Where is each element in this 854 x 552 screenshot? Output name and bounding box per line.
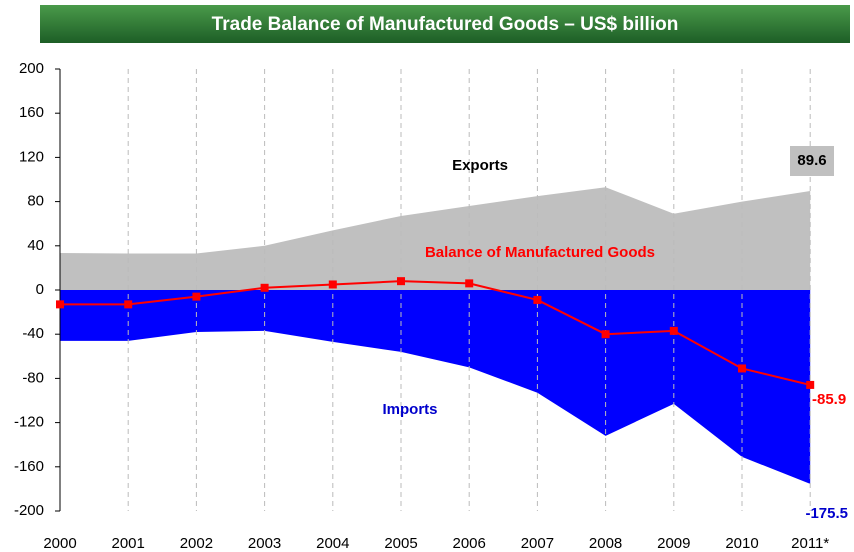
y-tick-label: 80 xyxy=(27,193,44,210)
value-label: -175.5 xyxy=(805,505,848,522)
y-tick-label: -160 xyxy=(14,458,44,475)
x-tick-label: 2008 xyxy=(589,535,622,552)
y-tick-label: -80 xyxy=(22,369,44,386)
y-tick-label: -120 xyxy=(14,414,44,431)
value-label: -85.9 xyxy=(812,391,846,408)
x-tick-label: 2002 xyxy=(180,535,213,552)
marker xyxy=(328,280,337,289)
y-tick-label: 160 xyxy=(19,104,44,121)
x-tick-label: 2005 xyxy=(384,535,417,552)
y-tick-label: 0 xyxy=(36,281,44,298)
marker xyxy=(260,283,269,292)
x-tick-label: 2001 xyxy=(112,535,145,552)
x-tick-label: 2011* xyxy=(791,535,829,552)
value-label-box xyxy=(790,146,834,176)
marker xyxy=(601,330,610,339)
marker xyxy=(124,300,133,309)
series-label: Imports xyxy=(382,401,437,418)
x-tick-label: 2004 xyxy=(316,535,349,552)
series-label: Balance of Manufactured Goods xyxy=(425,244,655,261)
y-tick-label: 200 xyxy=(19,60,44,77)
x-tick-label: 2009 xyxy=(657,535,690,552)
marker xyxy=(669,326,678,335)
y-tick-label: -200 xyxy=(14,502,44,519)
x-tick-label: 2000 xyxy=(43,535,76,552)
line xyxy=(60,280,811,386)
area xyxy=(60,290,811,484)
x-tick-label: 2007 xyxy=(521,535,554,552)
marker xyxy=(738,364,746,373)
marker xyxy=(533,295,542,304)
marker xyxy=(806,380,815,389)
series-label: Exports xyxy=(452,157,508,174)
x-tick-label: 2003 xyxy=(248,535,281,552)
y-tick-label: -40 xyxy=(22,325,44,342)
marker xyxy=(465,279,474,288)
x-tick-label: 2010 xyxy=(725,535,758,552)
marker xyxy=(56,300,64,309)
y-tick-label: 120 xyxy=(19,148,44,165)
x-tick-label: 2006 xyxy=(453,535,486,552)
title-banner xyxy=(40,5,850,43)
y-tick-label: 40 xyxy=(27,237,44,254)
marker xyxy=(397,277,405,286)
area xyxy=(60,187,811,290)
chart-title: Trade Balance of Manufactured Goods – US… xyxy=(212,14,679,35)
value-label: 89.6 xyxy=(797,152,826,169)
marker xyxy=(192,292,201,301)
